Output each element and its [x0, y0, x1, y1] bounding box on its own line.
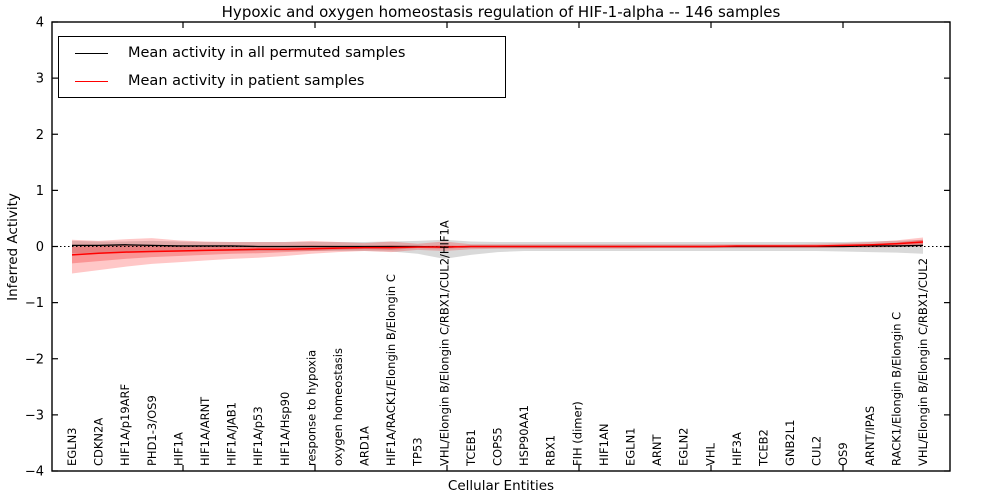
- band-permuted-range: [72, 239, 923, 259]
- x-tick-label: HIF1A: [171, 432, 185, 466]
- x-tick-label: EGLN2: [677, 427, 691, 466]
- x-tick-label: TCEB2: [756, 429, 770, 467]
- y-tick-label: 1: [36, 184, 44, 199]
- series-line-patient: [71, 241, 924, 256]
- x-tick-label: EGLN1: [623, 427, 637, 466]
- permuted-line-swatch: [75, 52, 108, 54]
- patient-line-swatch: [75, 80, 108, 82]
- x-tick-label: ARD1A: [358, 426, 372, 466]
- x-tick-label: PHD1-3/OS9: [145, 395, 159, 466]
- x-tick-label: HIF1AN: [597, 424, 611, 466]
- x-tick-label: OS9: [836, 442, 850, 466]
- chart-title: Hypoxic and oxygen homeostasis regulatio…: [221, 3, 781, 21]
- x-tick-label: FIH (dimer): [570, 401, 584, 466]
- y-tick-label: −1: [25, 296, 44, 311]
- legend-label-permuted: Mean activity in all permuted samples: [128, 44, 406, 61]
- axes-frame: [51, 21, 951, 472]
- x-tick-label: RBX1: [544, 435, 558, 466]
- y-tick-label: 0: [36, 240, 44, 255]
- x-tick-label: HSP90AA1: [517, 405, 531, 466]
- x-tick-label: RACK1/Elongin B/Elongin C: [889, 312, 903, 466]
- x-tick-label: TCEB1: [464, 429, 478, 467]
- x-tick-label: HIF3A: [730, 432, 744, 466]
- x-tick-label: HIF1A/ARNT: [198, 396, 212, 466]
- legend-entry-permuted: Mean activity in all permuted samples: [75, 41, 505, 65]
- x-tick-label: VHL/Elongin B/Elongin C/RBX1/CUL2: [916, 258, 930, 466]
- legend: Mean activity in all permuted samples Me…: [58, 36, 506, 98]
- x-tick-label: CUL2: [810, 436, 824, 466]
- x-tick-label: HIF1A/JAB1: [225, 402, 239, 466]
- x-tick-label: VHL/Elongin B/Elongin C/RBX1/CUL2/HIF1A: [437, 220, 451, 466]
- x-tick-label: HIF1A/p53: [251, 406, 265, 466]
- x-axis-label: Cellular Entities: [447, 478, 555, 494]
- x-tick-label: GNB2L1: [783, 420, 797, 466]
- y-tick-label: −3: [25, 408, 44, 423]
- legend-entry-patient: Mean activity in patient samples: [75, 69, 505, 93]
- y-tick-label: 3: [36, 72, 44, 87]
- x-tick-label: ARNT/IPAS: [863, 406, 877, 466]
- x-tick-label: CDKN2A: [92, 418, 106, 466]
- y-tick-label: 4: [36, 16, 44, 31]
- x-tick-label: HIF1A/p19ARF: [118, 384, 132, 466]
- y-tick-labels: 4 3 2 1 0 −1 −2 −3 −4: [25, 16, 44, 480]
- legend-label-patient: Mean activity in patient samples: [128, 72, 365, 89]
- x-tick-labels: EGLN3 CDKN2A HIF1A/p19ARF PHD1-3/OS9 HIF1A HI…: [65, 220, 930, 467]
- y-tick-label: −2: [25, 352, 44, 367]
- x-tick-label: oxygen homeostasis: [331, 348, 345, 466]
- x-tick-label: HIF1A/Hsp90: [278, 392, 292, 466]
- x-tick-label: VHL: [703, 442, 717, 466]
- y-tick-label: −4: [25, 465, 44, 480]
- x-tick-label: HIF1A/RACK1/Elongin B/Elongin C: [384, 274, 398, 466]
- x-tick-label: response to hypoxia: [304, 350, 318, 466]
- x-tick-label: COPS5: [491, 427, 505, 466]
- y-tick-label: 2: [36, 128, 44, 143]
- x-tick-label: TP53: [411, 437, 425, 467]
- band-patient-range-inner: [72, 239, 923, 264]
- x-tick-label: ARNT: [650, 434, 664, 466]
- x-tick-label: EGLN3: [65, 427, 79, 466]
